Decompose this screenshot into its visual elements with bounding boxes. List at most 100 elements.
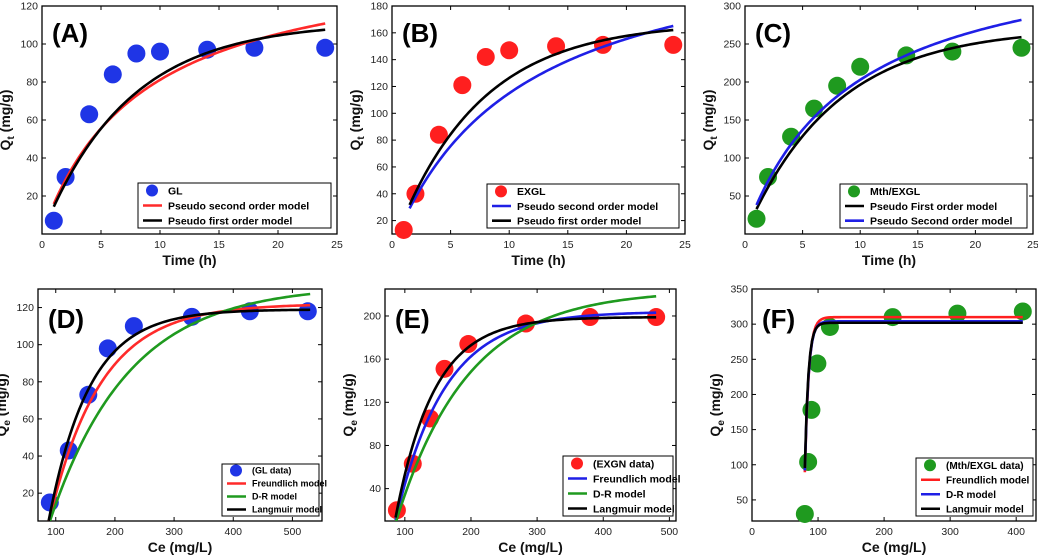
y-tick-label: 100 (16, 339, 34, 351)
x-tick-label: 0 (39, 239, 45, 251)
x-tick-label: 15 (562, 239, 574, 251)
data-point (80, 105, 99, 124)
data-point (948, 304, 967, 323)
y-tick-label: 40 (369, 483, 381, 495)
y-axis-title-unit: (mg/g) (0, 373, 9, 420)
x-tick-label: 300 (165, 526, 183, 538)
x-tick-label: 100 (396, 526, 414, 538)
model-curve (803, 315, 1023, 473)
y-axis-title-unit: (mg/g) (700, 90, 716, 137)
legend: Mth/EXGL Pseudo First order model Pseudo S… (839, 183, 1028, 229)
y-axis-title: Qt (mg/g) (347, 90, 367, 151)
y-tick-label: 100 (730, 459, 748, 471)
x-axis-title: Time (h) (511, 252, 565, 268)
plot-frame (37, 288, 323, 522)
data-point (245, 38, 264, 57)
x-tick-label: 300 (941, 526, 959, 538)
legend-label: (EXGN data) (593, 458, 654, 470)
x-tick-label: 200 (462, 526, 480, 538)
model-curve (408, 24, 674, 210)
data-point (316, 38, 335, 57)
x-tick-label: 0 (749, 526, 755, 538)
legend-label: D-R model (593, 488, 646, 500)
model-curve (394, 311, 657, 521)
data-point (547, 37, 566, 56)
y-tick-label: 50 (736, 494, 748, 506)
legend-label: EXGL (517, 186, 546, 198)
x-tick-label: 100 (809, 526, 827, 538)
y-axis-title-sub: t (356, 136, 367, 140)
legend-marker (495, 185, 507, 198)
panel-label: (B) (402, 18, 438, 48)
data-point (151, 42, 169, 61)
y-tick-label: 160 (370, 27, 388, 39)
data-point (127, 44, 146, 63)
data-point (851, 57, 870, 76)
y-axis-title: Qe (mg/g) (707, 373, 727, 436)
y-tick-label: 100 (370, 108, 388, 120)
x-tick-label: 10 (154, 239, 166, 251)
panel-label: (D) (48, 304, 84, 334)
y-tick-label: 20 (22, 488, 34, 500)
plot-frame (391, 5, 686, 235)
x-axis-title: Ce (mg/L) (148, 539, 213, 555)
y-axis-title-unit: (mg/g) (347, 90, 363, 137)
y-axis-title: Qt (mg/g) (0, 90, 17, 151)
model-curve (408, 28, 674, 206)
legend-label: Pseudo second order model (168, 200, 309, 212)
data-point (808, 354, 827, 373)
panel-e: 100 200 300 400 500 40 80 120 160 200 Ce (mg/L) Qe … (340, 288, 681, 555)
x-tick-label: 400 (594, 526, 612, 538)
y-tick-label: 180 (370, 1, 388, 13)
y-tick-label: 160 (363, 354, 381, 366)
data-point (124, 317, 143, 336)
data-point (500, 41, 519, 60)
y-tick-label: 80 (376, 135, 388, 147)
y-tick-label: 20 (376, 215, 388, 227)
data-point (103, 65, 122, 84)
y-tick-label: 60 (22, 413, 34, 425)
y-axis-title: Qe (mg/g) (0, 373, 13, 436)
panel-label: (A) (52, 18, 88, 48)
y-axis-title-unit: (mg/g) (707, 373, 723, 420)
y-tick-label: 20 (26, 191, 38, 203)
y-tick-label: 60 (376, 161, 388, 173)
y-axis-title-unit: (mg/g) (0, 90, 13, 137)
panel-b: 0 5 10 15 20 25 20 40 60 80 100 120 140 160 180 Time (h… (347, 1, 691, 269)
x-tick-label: 100 (47, 526, 65, 538)
y-axis-title-main: Q (340, 426, 356, 437)
x-tick-label: 20 (272, 239, 284, 251)
legend: (Mth/EXGL data) Freundlich model D-R model… (915, 457, 1034, 517)
x-tick-label: 400 (1007, 526, 1025, 538)
legend-label: Pseudo second order model (517, 201, 658, 213)
legend: (GL data) Freundlich model D-R model Langmu… (221, 463, 327, 517)
y-tick-label: 120 (16, 302, 34, 314)
model-curve (755, 18, 1022, 206)
data-point (943, 42, 962, 61)
legend-label: Langmuir model (593, 503, 675, 515)
scatter-series (44, 38, 335, 230)
legend-label: Freundlich model (252, 479, 327, 489)
x-tick-label: 15 (912, 239, 924, 251)
legend-marker (924, 459, 936, 472)
panel-f: 0 100 200 300 400 50 100 150 200 250 300 350 Ce (mg/… (707, 284, 1037, 555)
y-tick-label: 60 (26, 115, 38, 127)
x-axis-title: Ce (mg/L) (862, 539, 927, 555)
data-point (828, 76, 847, 95)
x-axis-title: Time (h) (162, 252, 216, 268)
legend-label: (Mth/EXGL data) (946, 461, 1024, 472)
legend-box (839, 183, 1028, 229)
y-tick-label: 150 (730, 424, 748, 436)
y-tick-label: 300 (730, 319, 748, 331)
model-curve (803, 321, 1023, 468)
x-tick-label: 5 (800, 239, 806, 251)
y-tick-label: 200 (363, 310, 381, 322)
y-axis-title-sub: e (716, 420, 727, 426)
legend-label: GL (168, 185, 183, 197)
y-axis-title-sub: e (2, 420, 13, 426)
data-point (394, 220, 413, 239)
data-point (44, 211, 63, 230)
data-point (476, 47, 495, 66)
x-tick-label: 200 (875, 526, 893, 538)
